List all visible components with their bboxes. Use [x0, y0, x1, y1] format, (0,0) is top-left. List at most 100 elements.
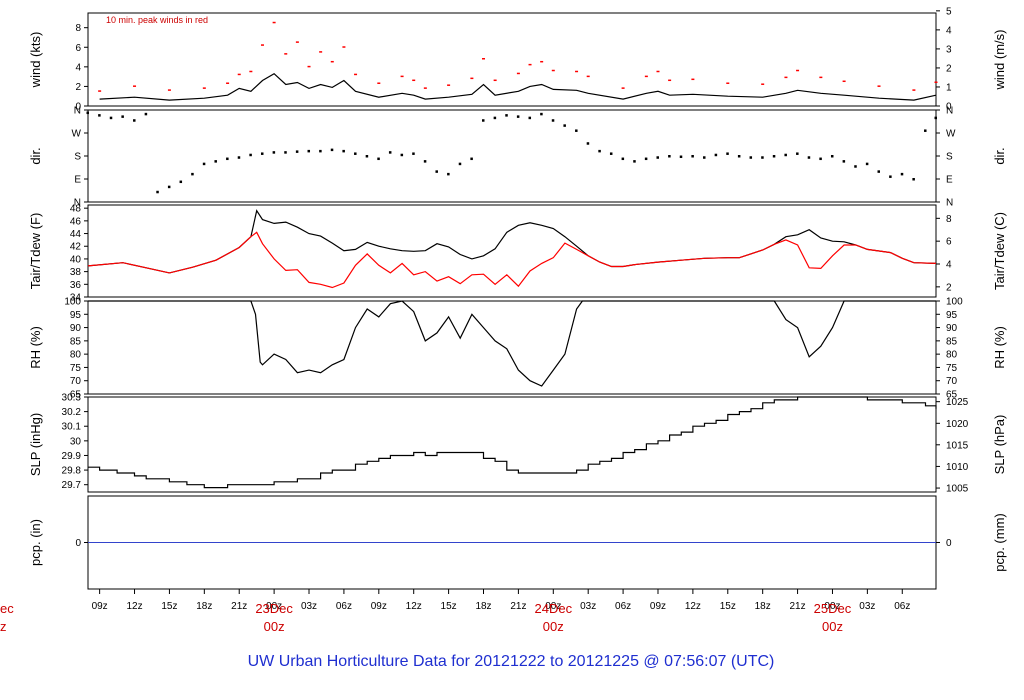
peak-point	[784, 76, 788, 79]
dir-point	[796, 152, 799, 155]
dir-point	[656, 156, 659, 159]
dir-point	[365, 155, 369, 158]
peak-point	[307, 65, 311, 68]
dir-point	[342, 149, 345, 153]
dir-point	[237, 156, 241, 159]
peak-point	[528, 63, 532, 66]
dir-point	[214, 160, 217, 163]
peak-point	[668, 79, 672, 82]
day-label: 25Dec	[814, 601, 852, 616]
peak-point	[167, 89, 171, 91]
ylabel-right: SLP (hPa)	[992, 415, 1007, 475]
ytick-left-label: 2	[75, 82, 81, 93]
dir-point	[470, 157, 473, 161]
ytick-left-label: 40	[70, 254, 82, 265]
ytick-left-label: E	[74, 175, 81, 186]
dir-point	[412, 152, 415, 155]
chart-title: UW Urban Horticulture Data for 20121222 …	[248, 653, 775, 670]
xtick-label: 18z	[196, 601, 212, 612]
dir-point	[400, 153, 404, 157]
ytick-left-label: 30.1	[62, 422, 82, 433]
ytick-right-label: 70	[946, 376, 958, 387]
xtick-label: 03z	[859, 601, 875, 612]
dir-point	[854, 165, 857, 168]
ytick-left-label: 0	[75, 538, 81, 549]
peak-point	[726, 82, 730, 84]
panel-frame	[87, 300, 937, 395]
ytick-left-label: 30	[70, 436, 82, 447]
ytick-left-label: N	[74, 106, 81, 117]
dir-point	[109, 116, 113, 120]
peak-point	[516, 72, 520, 75]
xtick-label: 00z	[824, 601, 840, 612]
xtick-label: 15z	[161, 601, 177, 612]
dir-point	[167, 185, 171, 189]
ylabel-left: Tair/Tdew (F)	[28, 213, 43, 290]
ytick-left-label: 75	[70, 363, 82, 374]
ytick-left-label: 6	[75, 43, 81, 54]
day-label: 23Dec	[255, 601, 293, 616]
RH-line	[88, 300, 936, 387]
panel-slp: 29.7 29.8 29.9 30 30.1 30.2 30.3 1005 1010 1015 10…	[28, 393, 1007, 495]
dir-point	[144, 112, 148, 116]
ytick-right-label: 85	[946, 336, 958, 347]
xtick-label: 00z	[545, 601, 561, 612]
Tair-line	[87, 209, 937, 274]
Tdew-line	[87, 231, 937, 289]
ylabel-right: pcp. (mm)	[992, 513, 1007, 572]
xtick-label: 06z	[615, 601, 631, 612]
xtick-label: 21z	[790, 601, 806, 612]
ytick-left-label: 42	[70, 242, 82, 253]
ylabel-left: wind (kts)	[28, 32, 43, 89]
peak-point	[272, 21, 276, 24]
ytick-right-label: E	[946, 175, 953, 186]
ytick-right-label: 100	[946, 297, 963, 308]
peak-point	[482, 58, 486, 60]
dir-point	[621, 157, 625, 161]
ytick-left-label: 65	[70, 390, 82, 401]
xtick-label: 06z	[894, 601, 910, 612]
dir-point	[272, 151, 276, 154]
dir-point	[889, 175, 892, 178]
ylabel-right: wind (m/s)	[992, 30, 1007, 91]
peak-point	[912, 89, 916, 91]
peak-point	[575, 70, 579, 73]
dir-point	[179, 180, 183, 184]
peak-point	[202, 87, 206, 89]
ytick-left-label: W	[72, 129, 82, 140]
dir-point	[737, 155, 741, 158]
ylabel-right: dir.	[992, 147, 1007, 164]
panel-wind: 0 2 4 6 8 0 1 2 3 4 5 wind (kts) wind (m/s) 10 min. p…	[28, 6, 1007, 112]
ytick-right-label: 1	[946, 82, 952, 93]
dir-point	[726, 152, 729, 155]
xtick-label: 06z	[336, 601, 352, 612]
ytick-right-label: 80	[946, 350, 958, 361]
ytick-right-label: 2	[946, 282, 952, 293]
dir-point	[493, 116, 497, 120]
peak-point	[470, 77, 474, 80]
dir-point	[609, 152, 613, 155]
ytick-left-label: 100	[64, 297, 81, 308]
ytick-right-label: 75	[946, 363, 958, 374]
ytick-right-label: 1020	[946, 419, 969, 430]
peak-point	[295, 41, 299, 43]
ytick-right-label: 95	[946, 310, 958, 321]
ytick-left-label: 4	[75, 62, 81, 73]
peak-point	[934, 81, 938, 84]
day-label: 24Dec	[535, 601, 573, 616]
ylabel-left: SLP (inHg)	[28, 413, 43, 476]
peak-point	[423, 87, 427, 89]
dir-point	[482, 119, 485, 122]
dir-point	[191, 172, 194, 176]
dir-point	[505, 114, 508, 117]
dir-point	[330, 148, 334, 152]
dir-point	[307, 149, 311, 153]
peak-point	[877, 85, 881, 87]
ytick-left-label: 46	[70, 216, 82, 227]
ytick-right-label: 1010	[946, 462, 969, 473]
dir-point	[830, 155, 834, 158]
xtick-label: 12z	[126, 601, 142, 612]
ytick-right-label: 6	[946, 237, 952, 248]
